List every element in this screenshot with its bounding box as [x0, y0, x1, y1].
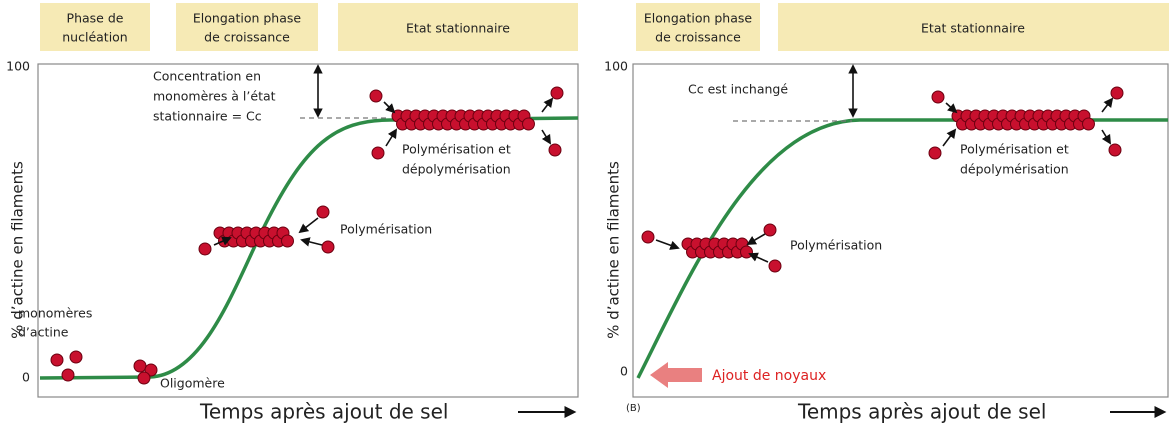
monomer	[1082, 117, 1095, 131]
seed-arrow	[650, 362, 702, 388]
annotation: dépolymérisation	[402, 162, 511, 177]
arrow	[298, 217, 319, 234]
monomer	[50, 353, 64, 367]
header: de croissance	[204, 30, 290, 45]
monomer	[69, 350, 83, 364]
y-max: 100	[6, 59, 30, 74]
annotation: stationnaire = Cc	[153, 109, 262, 124]
monomer	[316, 205, 330, 219]
annotation: dépolymérisation	[960, 162, 1069, 177]
y-min: 0	[22, 370, 30, 385]
annotation: Concentration en	[153, 69, 261, 84]
annotation: Polymérisation	[790, 238, 882, 253]
monomer	[740, 245, 753, 259]
monomer	[281, 234, 294, 248]
header: Phase de	[67, 11, 124, 26]
arrow	[213, 236, 232, 246]
header-box	[636, 3, 760, 51]
header-box	[40, 3, 150, 51]
header-box	[338, 3, 578, 51]
annotation: monomères	[18, 306, 92, 321]
monomer	[768, 259, 782, 273]
curve	[39, 116, 579, 380]
plot-frame	[632, 63, 1169, 398]
header: Elongation phase	[644, 11, 752, 26]
annotation: Oligomère	[160, 376, 225, 391]
monomer	[928, 146, 942, 160]
monomer	[548, 143, 562, 157]
monomer	[371, 146, 385, 160]
plot-frame	[37, 63, 579, 398]
monomer	[522, 117, 535, 131]
monomer	[137, 371, 151, 385]
header: Elongation phase	[193, 11, 301, 26]
annotation: Polymérisation et	[960, 142, 1069, 157]
annotation: Polymérisation et	[402, 142, 511, 157]
x-axis-label: Temps après ajout de sel	[199, 400, 448, 424]
arrow	[945, 102, 958, 114]
arrow	[383, 101, 396, 114]
y-axis-label: % d’actine en filaments	[605, 161, 623, 339]
annotation: Cc est inchangé	[688, 82, 788, 97]
annotation: Polymérisation	[340, 222, 432, 237]
arrow	[655, 239, 680, 250]
monomer	[550, 86, 564, 100]
annotation: monomères à l’état	[153, 89, 276, 104]
arrow	[748, 252, 769, 263]
monomer	[133, 359, 147, 373]
panel-a: Phase de nucléation Elongation phase de …	[6, 3, 579, 424]
header: de croissance	[655, 30, 741, 45]
header: nucléation	[62, 30, 128, 45]
annotation: d’actine	[18, 325, 69, 340]
monomer	[321, 240, 335, 254]
monomer	[931, 90, 945, 104]
header-box	[778, 3, 1169, 51]
monomer	[61, 368, 75, 382]
y-min: 0	[620, 364, 628, 379]
monomer	[641, 230, 655, 244]
arrow	[1101, 97, 1114, 113]
curve	[636, 118, 1168, 379]
monomer	[763, 223, 777, 237]
header-box	[176, 3, 318, 51]
monomer	[1108, 143, 1122, 157]
monomer	[369, 89, 383, 103]
arrow	[541, 97, 554, 113]
molecules	[50, 86, 1124, 385]
monomer	[1110, 86, 1124, 100]
header: Etat stationnaire	[921, 21, 1025, 36]
arrow	[385, 128, 398, 147]
arrow	[300, 237, 323, 247]
panel-label: (B)	[626, 403, 641, 414]
y-max: 100	[604, 59, 628, 74]
annotation: Ajout de noyaux	[712, 368, 826, 384]
panel-b: Elongation phase de croissance Etat stat…	[604, 3, 1169, 424]
arrow	[942, 128, 957, 147]
arrow	[746, 233, 766, 245]
x-axis-label: Temps après ajout de sel	[797, 400, 1046, 424]
monomer	[198, 242, 212, 256]
y-axis-label: % d’actine en filaments	[9, 161, 27, 339]
header: Etat stationnaire	[406, 21, 510, 36]
arrow	[541, 129, 552, 145]
arrow	[1101, 129, 1112, 145]
